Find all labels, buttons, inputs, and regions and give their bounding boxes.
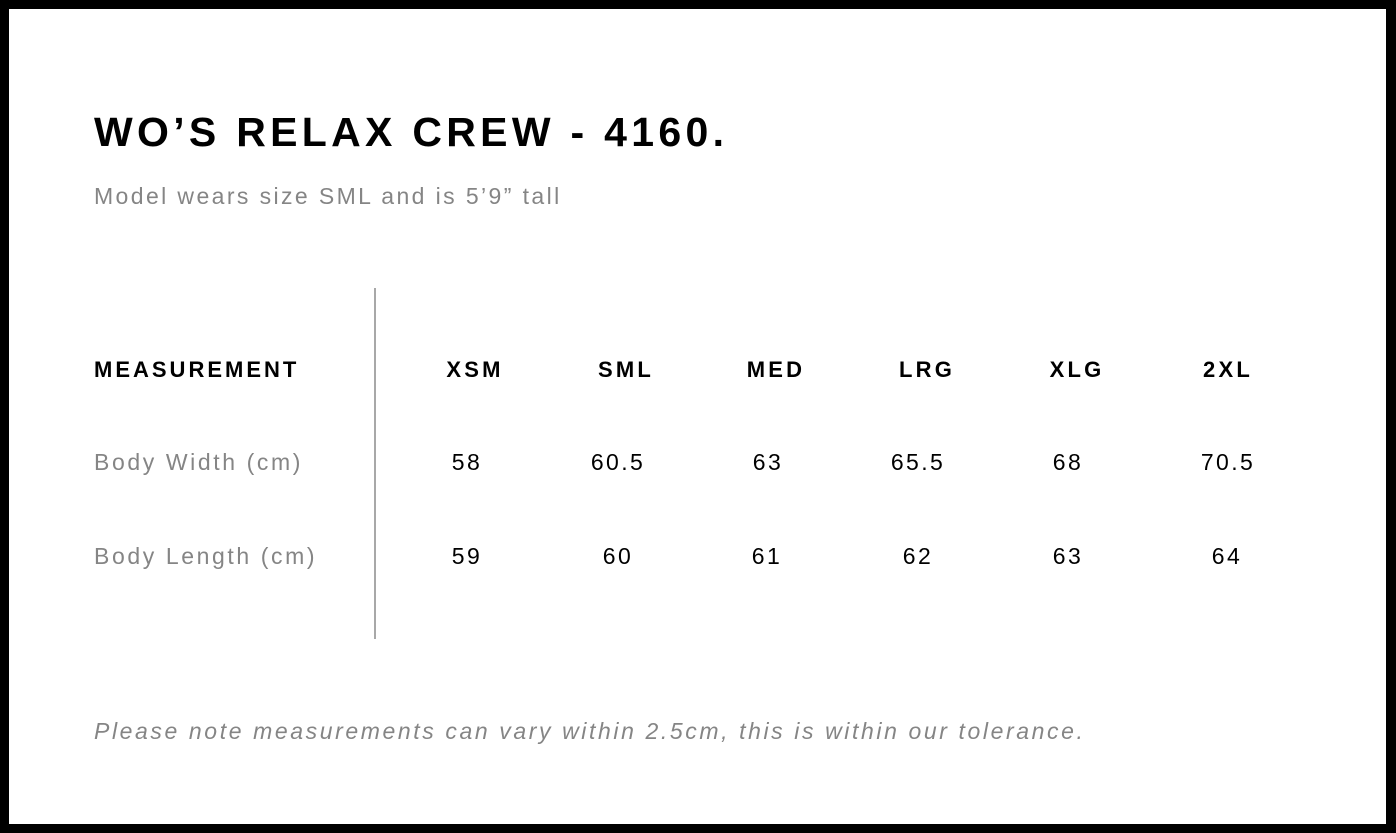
table-cell: 62 [902, 543, 934, 569]
table-cell: 60 [602, 543, 634, 569]
column-divider [374, 288, 376, 639]
size-header: LRG [898, 357, 956, 382]
size-header: 2XL [1203, 357, 1253, 382]
table-cell: 70.5 [1200, 449, 1256, 475]
page-title: WO’S RELAX CREW - 4160. [94, 109, 729, 155]
row-label: Body Length (cm) [94, 543, 318, 569]
size-header: XSM [446, 357, 504, 382]
table-cell: 68 [1052, 449, 1084, 475]
table-row: Body Width (cm) 58 60.5 63 65.5 68 70.5 [9, 449, 1386, 479]
table-cell: 60.5 [590, 449, 646, 475]
table-cell: 63 [752, 449, 784, 475]
size-header: XLG [1049, 357, 1105, 382]
row-label: Body Width (cm) [94, 449, 303, 475]
table-cell: 63 [1052, 543, 1084, 569]
size-header: MED [746, 357, 806, 382]
table-header-row: MEASUREMENT XSM SML MED LRG XLG 2XL [9, 357, 1386, 387]
measurement-header: MEASUREMENT [94, 357, 300, 382]
tolerance-note: Please note measurements can vary within… [94, 718, 1086, 744]
table-cell: 64 [1211, 543, 1243, 569]
table-cell: 65.5 [890, 449, 946, 475]
size-chart-card: WO’S RELAX CREW - 4160. Model wears size… [9, 9, 1386, 824]
model-info: Model wears size SML and is 5’9” tall [94, 183, 562, 209]
size-header: SML [597, 357, 655, 382]
table-cell: 59 [451, 543, 483, 569]
table-row: Body Length (cm) 59 60 61 62 63 64 [9, 543, 1386, 573]
table-cell: 58 [451, 449, 483, 475]
table-cell: 61 [751, 543, 783, 569]
